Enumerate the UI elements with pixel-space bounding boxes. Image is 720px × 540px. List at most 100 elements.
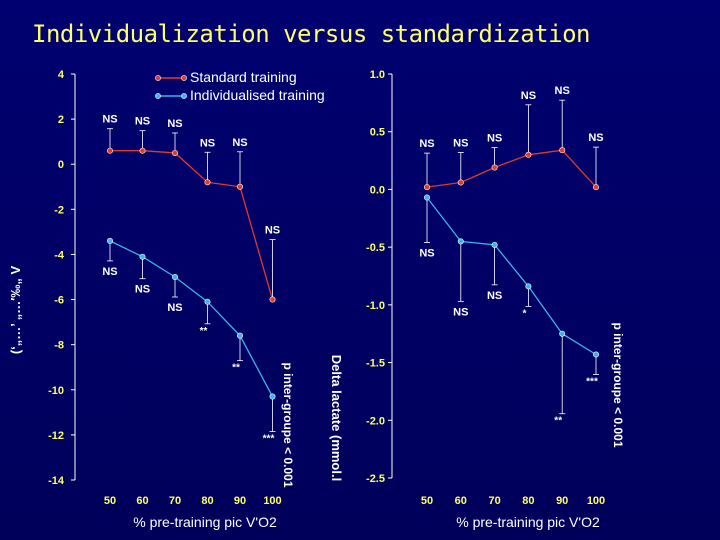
significance-label: NS — [555, 85, 570, 97]
x-tick-label: 60 — [136, 495, 148, 507]
data-point-standard — [269, 296, 276, 303]
data-point-individualised — [237, 332, 244, 339]
series-line-standard — [426, 149, 597, 188]
data-point-individualised — [592, 351, 599, 358]
significance-label: NS — [453, 306, 468, 318]
x-tick-label: 100 — [263, 495, 281, 507]
y-tick-label: -1.5 — [366, 358, 385, 370]
significance-label: NS — [521, 90, 536, 102]
significance-label: NS — [487, 290, 502, 302]
significance-label: NS — [232, 137, 247, 149]
significance-label: NS — [419, 248, 434, 260]
significance-label: NS — [102, 266, 117, 278]
legend-label-standard: Standard training — [190, 69, 297, 85]
y-axis-title: Delta lactate (mmol.l — [329, 355, 344, 481]
y-tick-label: 2 — [58, 114, 64, 126]
y-tick-label: -2.0 — [366, 415, 385, 427]
data-point-standard — [204, 179, 211, 186]
y-tick-label: -4 — [54, 249, 65, 261]
legend-marker-standard — [181, 75, 187, 81]
data-point-standard — [592, 184, 599, 191]
significance-label: ** — [232, 363, 240, 374]
data-point-individualised — [457, 238, 464, 245]
y-tick-label: -2.5 — [366, 473, 385, 485]
vo2-chart-panel: 4 2 0 -2 -4 -6 -8 -10 -12 -14 50 60 70 80 90 100 % pre-t… — [8, 69, 295, 530]
significance-label: *** — [263, 434, 275, 445]
x-axis-title: % pre-training pic V'O2 — [456, 514, 600, 530]
y-tick-label: -12 — [48, 430, 64, 442]
x-tick-label: 50 — [421, 495, 433, 507]
data-point-individualised — [139, 253, 146, 260]
x-tick-label: 80 — [522, 495, 534, 507]
y-tick-label: -2 — [54, 204, 64, 216]
significance-label: ** — [200, 326, 208, 337]
x-tick-label: 80 — [201, 495, 213, 507]
legend-marker-standard — [155, 75, 161, 81]
significance-label: NS — [588, 132, 603, 144]
y-tick-label: 0.5 — [370, 127, 385, 139]
x-tick-label: 100 — [587, 495, 605, 507]
data-point-individualised — [525, 283, 532, 290]
y-tick-label: -1.0 — [366, 300, 385, 312]
x-tick-label: 50 — [104, 495, 116, 507]
data-point-standard — [559, 147, 566, 154]
data-point-individualised — [107, 237, 114, 244]
legend-marker-individualised — [155, 93, 161, 99]
significance-label: NS — [453, 138, 468, 150]
x-tick-label: 90 — [234, 495, 246, 507]
data-point-standard — [107, 147, 114, 154]
data-point-standard — [139, 147, 146, 154]
y-tick-label: 0.0 — [370, 184, 385, 196]
significance-label: ** — [554, 416, 562, 427]
significance-label: * — [522, 308, 526, 319]
slide-title: Individualization versus standardization — [32, 20, 590, 48]
data-point-standard — [457, 179, 464, 186]
legend: Standard training Individualised trainin… — [155, 69, 325, 103]
x-tick-label: 70 — [488, 495, 500, 507]
data-point-individualised — [423, 194, 430, 201]
y-tick-label: -14 — [48, 475, 65, 487]
significance-note: p inter-groupe < 0.001 — [281, 362, 295, 487]
significance-label: NS — [102, 114, 117, 126]
significance-label: NS — [265, 225, 280, 237]
series-line-individualised — [426, 197, 597, 356]
data-point-standard — [491, 164, 498, 171]
y-tick-label: 1.0 — [370, 69, 385, 81]
data-point-standard — [525, 151, 532, 158]
significance-label: NS — [200, 137, 215, 149]
data-point-individualised — [269, 393, 276, 400]
lactate-chart-panel: 1.0 0.5 0.0 -0.5 -1.0 -1.5 -2.0 -2.5 50 60 70 80 90 1… — [329, 69, 625, 530]
x-axis-title: % pre-training pic V'O2 — [133, 514, 277, 530]
legend-label-individualised: Individualised training — [190, 87, 325, 103]
data-point-individualised — [559, 330, 566, 337]
series-line-standard — [110, 150, 274, 300]
data-point-standard — [237, 183, 244, 190]
x-tick-label: 70 — [169, 495, 181, 507]
significance-label: NS — [487, 132, 502, 144]
data-point-standard — [423, 184, 430, 191]
x-tick-label: 90 — [556, 495, 568, 507]
y-tick-label: -0.5 — [366, 242, 385, 254]
legend-marker-individualised — [181, 93, 187, 99]
x-tick-label: 60 — [455, 495, 467, 507]
y-axis-title: (‘„…’ „…′‰„ V — [8, 266, 23, 355]
significance-label: NS — [135, 284, 150, 296]
series-line-individualised — [109, 240, 274, 397]
y-tick-label: -8 — [54, 340, 64, 352]
data-point-individualised — [204, 298, 211, 305]
significance-note: p inter-groupe < 0.001 — [611, 322, 625, 447]
significance-label: NS — [419, 138, 434, 150]
significance-label: NS — [167, 118, 182, 130]
y-tick-label: 4 — [58, 69, 65, 81]
y-tick-label: -6 — [54, 295, 64, 307]
data-point-standard — [172, 149, 179, 156]
data-point-individualised — [491, 241, 498, 248]
data-point-individualised — [172, 273, 179, 280]
y-tick-label: 0 — [58, 159, 64, 171]
significance-label: NS — [167, 302, 182, 314]
y-tick-label: -10 — [48, 385, 64, 397]
significance-label: NS — [135, 116, 150, 128]
significance-label: *** — [586, 376, 598, 387]
